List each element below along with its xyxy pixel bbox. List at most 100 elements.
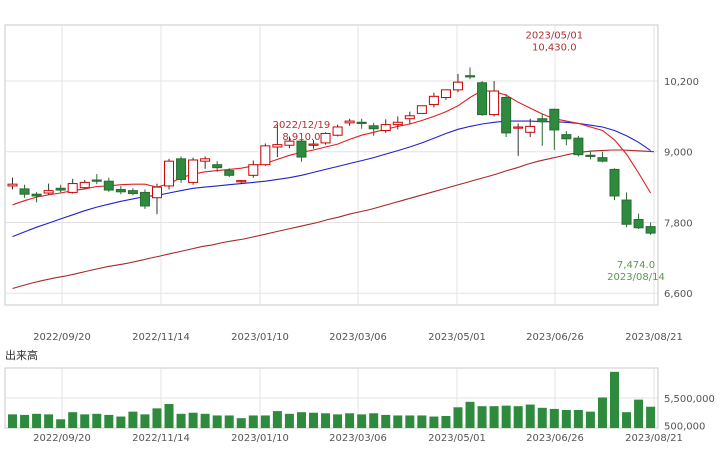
candle-body <box>368 125 379 130</box>
volume-y-axis: 5,500,000 500,000 <box>664 394 715 432</box>
volume-bar <box>152 408 162 428</box>
volume-bar <box>309 412 318 428</box>
volume-bar <box>465 401 475 428</box>
candle-body <box>151 186 162 199</box>
candle <box>19 184 30 198</box>
volume-y-tick-label: 500,000 <box>664 421 705 432</box>
price-y-tick-label: 10,200 <box>664 77 699 88</box>
volume-x-tick-label: 2023/08/21 <box>625 433 683 444</box>
volume-bar <box>296 412 306 428</box>
volume-bar <box>573 410 583 428</box>
price-y-tick-label: 9,000 <box>664 148 693 159</box>
candle <box>151 183 162 215</box>
candle-body <box>164 160 175 187</box>
volume-label: 出来高 <box>5 348 38 362</box>
candle-body <box>513 126 524 129</box>
price-x-tick-label: 2022/09/20 <box>33 332 91 343</box>
candle <box>561 131 572 146</box>
volume-bar <box>116 416 126 428</box>
volume-bar <box>260 415 270 428</box>
candle <box>103 177 114 192</box>
volume-bar <box>453 407 463 428</box>
volume-bar <box>610 371 619 428</box>
price-x-tick-label: 2023/08/21 <box>625 332 683 343</box>
price-x-tick-label: 2023/03/06 <box>329 332 387 343</box>
volume-bar <box>224 415 234 428</box>
candle <box>236 180 247 185</box>
candle <box>465 67 476 80</box>
candle-body <box>103 180 114 191</box>
volume-bar <box>128 411 138 428</box>
volume-bar <box>646 406 656 428</box>
annotation-value: 7,474.0 <box>617 260 655 271</box>
candle <box>67 178 78 194</box>
candle <box>585 151 596 160</box>
candle-body <box>236 180 247 183</box>
volume-x-tick-label: 2023/06/26 <box>526 433 584 444</box>
candle <box>428 92 439 108</box>
candle <box>272 124 283 158</box>
candle-body <box>465 75 476 78</box>
annotation-date: 2023/05/01 <box>525 30 583 41</box>
candle <box>344 118 355 126</box>
price-y-tick-label: 6,600 <box>664 289 693 300</box>
candle <box>332 124 343 137</box>
candle <box>296 139 307 162</box>
volume-bar <box>236 418 246 428</box>
candle-body <box>609 168 620 197</box>
volume-x-tick-label: 2023/01/10 <box>231 433 289 444</box>
volume-bar <box>272 411 282 428</box>
price-x-tick-label: 2023/06/26 <box>526 332 584 343</box>
volume-bar <box>68 412 78 428</box>
price-x-tick-label: 2023/05/01 <box>428 332 486 343</box>
candle-body <box>212 164 223 169</box>
ma-long-line <box>12 149 655 290</box>
candle-body <box>67 183 78 193</box>
candle <box>633 213 644 229</box>
candle-body <box>404 115 415 120</box>
volume-bar <box>489 406 499 428</box>
candle-body <box>380 124 391 132</box>
candle-body <box>585 154 596 157</box>
candle-body <box>416 105 427 114</box>
candle-body <box>296 140 307 158</box>
candle-body <box>320 132 331 144</box>
candle-body <box>392 121 403 126</box>
annotation-value: 10,430.0 <box>532 42 577 53</box>
candle-body <box>176 158 187 180</box>
volume-bar <box>200 413 210 428</box>
candles <box>7 67 656 235</box>
candle <box>248 160 259 178</box>
volume-x-tick-label: 2023/05/01 <box>428 433 486 444</box>
volume-bar <box>92 413 102 428</box>
candle-body <box>91 179 102 182</box>
candle-body <box>645 226 656 234</box>
candle <box>537 114 548 146</box>
candle-body <box>332 126 343 136</box>
volume-x-tick-label: 2023/03/06 <box>329 433 387 444</box>
candle <box>609 168 620 201</box>
volume-bar <box>622 412 632 428</box>
candle-body <box>43 190 54 194</box>
ma-short-line <box>12 89 652 206</box>
candle <box>115 185 126 195</box>
candle-body <box>344 120 355 124</box>
annotation-date: 2022/12/19 <box>273 120 331 131</box>
candle <box>404 111 415 125</box>
candle-body <box>139 191 150 207</box>
candle <box>176 156 187 183</box>
volume-bar <box>80 414 90 428</box>
candle-body <box>79 181 90 189</box>
volume-bar <box>417 415 427 428</box>
candle <box>501 93 512 137</box>
volume-bar <box>8 414 17 428</box>
candle <box>224 168 235 178</box>
price-grid <box>5 25 658 305</box>
candle <box>416 105 427 114</box>
candle <box>380 119 391 133</box>
annotation-date: 2023/08/14 <box>607 272 665 283</box>
candle-body <box>19 188 30 195</box>
candle-body <box>573 137 584 156</box>
